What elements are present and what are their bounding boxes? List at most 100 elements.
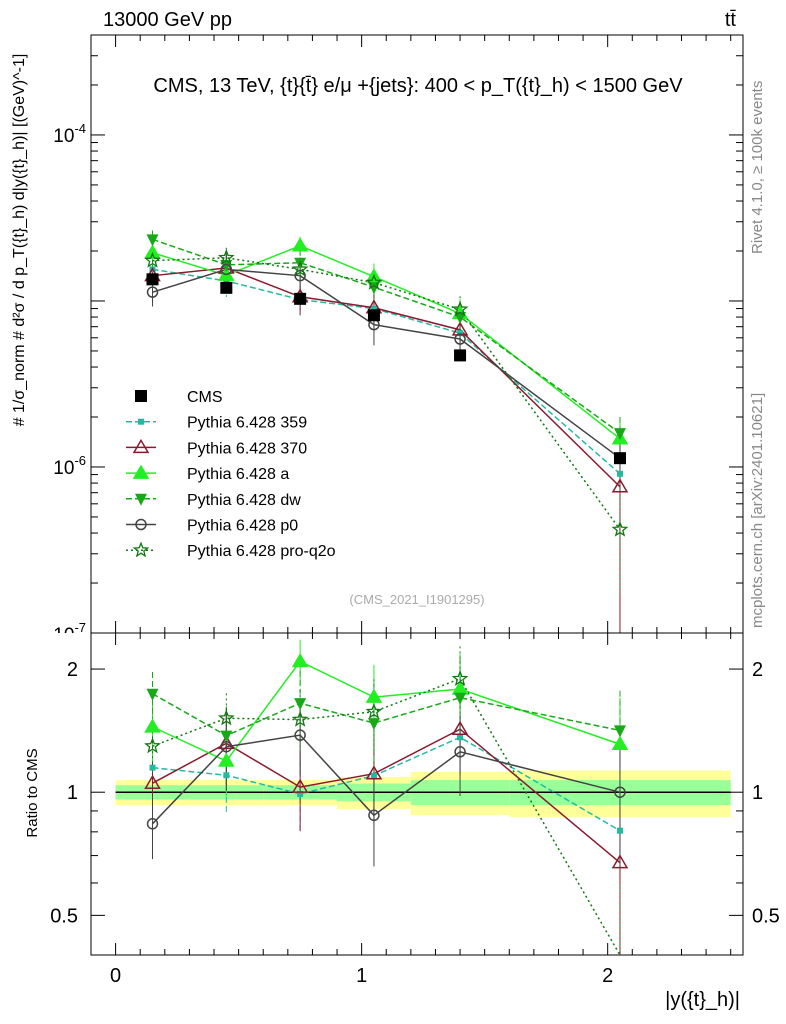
point-pp0 bbox=[294, 269, 306, 282]
legend-label-pq2o: Pythia 6.428 pro-q2o bbox=[187, 543, 336, 560]
ratio-point-p370 bbox=[451, 720, 469, 735]
legend-label-p359: Pythia 6.428 359 bbox=[187, 415, 307, 432]
x-tick-label: 2 bbox=[602, 965, 613, 987]
ratio-point-pdw bbox=[367, 718, 380, 731]
main-series-markers bbox=[144, 234, 629, 537]
ratio-axis-ticks: 0 1 2 0.5 0.5 1 1 2 2 bbox=[50, 633, 780, 987]
ratio-point-p370 bbox=[365, 765, 383, 780]
header-final-state: tt̄ bbox=[725, 9, 737, 31]
point-cms bbox=[146, 273, 159, 286]
legend-label-pdw: Pythia 6.428 dw bbox=[187, 492, 301, 509]
legend-label-pp0: Pythia 6.428 p0 bbox=[187, 518, 298, 535]
y-tick-label: 10-6 bbox=[53, 453, 86, 479]
ratio-line-p370 bbox=[152, 728, 621, 864]
ratio-point-p359 bbox=[223, 772, 230, 779]
ratio-panel: 0 1 2 0.5 0.5 1 1 2 2 Ratio to CMS |y({t}_h)| bbox=[24, 632, 780, 1011]
series-line-pq2o bbox=[152, 257, 621, 530]
point-pp0 bbox=[146, 286, 159, 298]
ratio-point-pa bbox=[451, 680, 469, 695]
mcplots-credit-label: mcplots.cern.ch [arXiv:2401.10621] bbox=[749, 393, 766, 628]
ratio-point-pa bbox=[291, 652, 309, 668]
legend-marker-cms bbox=[135, 390, 147, 402]
ratio-tick-label: 0.5 bbox=[50, 905, 78, 927]
ratio-point-pa bbox=[611, 735, 629, 751]
ratio-point-p370 bbox=[144, 774, 161, 789]
point-pq2o bbox=[291, 260, 309, 277]
y-tick-label: 10-4 bbox=[53, 121, 86, 147]
point-p370 bbox=[611, 478, 629, 493]
ratio-line-pq2o bbox=[152, 677, 621, 956]
ratio-tick-label-right: 1 bbox=[752, 782, 763, 804]
header-process: 13000 GeV pp bbox=[103, 9, 232, 31]
legend-label-p370: Pythia 6.428 370 bbox=[187, 440, 307, 457]
main-axis-ticks: 10-6 10-4 10-7 bbox=[53, 34, 743, 646]
y-tick-label-clipped: 10-7 bbox=[53, 620, 86, 646]
point-pq2o bbox=[611, 520, 629, 537]
point-p359 bbox=[457, 330, 464, 337]
y-axis-label: # 1/σ_norm # d²σ / d p_T({t}_h) d|y({t}_… bbox=[11, 54, 28, 427]
analysis-tag: (CMS_2021_I1901295) bbox=[349, 592, 484, 607]
point-cms bbox=[454, 349, 467, 362]
point-cms bbox=[220, 281, 233, 294]
main-panel: 10-6 10-4 10-7 CMS, 13 TeV, {t}{t̄} e/μ +{… bbox=[11, 34, 744, 646]
ratio-point-pdw bbox=[294, 698, 307, 711]
ratio-line-pa bbox=[152, 660, 621, 762]
ratio-point-pp0 bbox=[294, 729, 306, 741]
y-tick-label-partial: 10-7 bbox=[53, 620, 86, 646]
ratio-point-pdw bbox=[146, 688, 159, 701]
point-p359 bbox=[370, 305, 377, 312]
legend-marker-p370 bbox=[132, 438, 150, 454]
series-line-pa bbox=[152, 244, 621, 440]
ratio-point-p359 bbox=[297, 790, 304, 797]
legend-marker-pq2o bbox=[132, 541, 150, 558]
ratio-point-p359 bbox=[616, 827, 623, 834]
ratio-line-pp0 bbox=[151, 734, 621, 825]
ratio-point-p359 bbox=[457, 734, 464, 741]
point-pdw bbox=[146, 234, 159, 247]
legend-marker-p359 bbox=[138, 418, 144, 425]
ratio-point-pq2o bbox=[365, 702, 383, 719]
point-p359 bbox=[223, 277, 230, 284]
ratio-point-pdw bbox=[613, 725, 626, 738]
ratio-y-axis-label: Ratio to CMS bbox=[24, 748, 41, 837]
ratio-point-pq2o bbox=[451, 669, 469, 686]
point-p370 bbox=[451, 321, 469, 336]
legend-label-cms: CMS bbox=[187, 389, 223, 406]
ratio-point-pdw bbox=[220, 730, 233, 743]
ratio-point-p370 bbox=[611, 854, 629, 869]
ratio-point-pa bbox=[365, 688, 383, 703]
ratio-point-p359 bbox=[370, 772, 377, 779]
chart-title: CMS, 13 TeV, {t}{t̄} e/μ +{jets}: 400 < … bbox=[153, 75, 683, 97]
legend-marker-pp0 bbox=[135, 518, 147, 531]
rivet-version-label: Rivet 4.1.0, ≥ 100k events bbox=[749, 81, 766, 254]
ratio-point-pp0 bbox=[454, 746, 466, 758]
ratio-tick-label: 2 bbox=[67, 659, 78, 681]
legend-label-pa: Pythia 6.428 a bbox=[187, 466, 289, 483]
legend-marker-pa bbox=[132, 464, 150, 479]
legend-marker-pdw bbox=[135, 493, 147, 506]
series-line-pdw bbox=[152, 238, 621, 434]
point-pq2o bbox=[451, 300, 469, 317]
ratio-uncertainty-bands bbox=[115, 770, 731, 817]
ratio-point-pq2o bbox=[217, 709, 235, 726]
point-pq2o bbox=[365, 273, 383, 290]
ratio-tick-label-right: 2 bbox=[752, 659, 763, 681]
x-axis-label: |y({t}_h)| bbox=[665, 989, 740, 1011]
point-pp0 bbox=[454, 333, 466, 345]
ratio-point-pp0 bbox=[146, 818, 159, 830]
ratio-frame bbox=[90, 632, 744, 956]
point-cms bbox=[294, 292, 307, 305]
point-pdw bbox=[613, 428, 626, 441]
ratio-point-pq2o bbox=[144, 737, 161, 754]
ratio-point-pp0 bbox=[220, 740, 233, 753]
point-cms bbox=[367, 309, 380, 322]
point-p359 bbox=[616, 470, 623, 477]
ratio-point-pa bbox=[144, 718, 161, 733]
ratio-tick-label-right: 0.5 bbox=[752, 905, 780, 927]
ratio-point-p359 bbox=[149, 764, 156, 771]
ratio-point-p370 bbox=[291, 778, 309, 793]
ratio-point-pa bbox=[218, 752, 235, 767]
ratio-point-pdw bbox=[454, 692, 467, 705]
series-line-p370 bbox=[152, 267, 621, 488]
